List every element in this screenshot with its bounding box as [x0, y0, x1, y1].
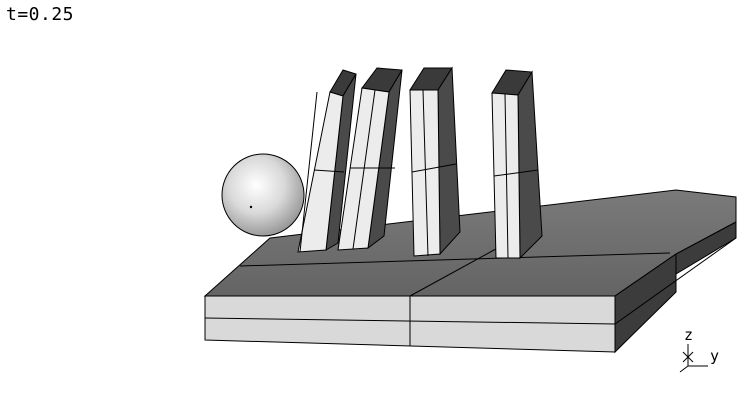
domino-4[interactable]: [491, 69, 543, 260]
axis-z-label: z: [684, 326, 693, 344]
domino-3[interactable]: [409, 66, 461, 257]
ball-sphere[interactable]: [221, 153, 305, 237]
domino-1[interactable]: [297, 69, 357, 253]
base-slab: [203, 189, 737, 354]
axis-triad: z y: [679, 326, 719, 373]
domino-2[interactable]: [337, 67, 403, 251]
time-readout: t=0.25: [6, 4, 75, 25]
axis-y-label: y: [710, 347, 719, 365]
